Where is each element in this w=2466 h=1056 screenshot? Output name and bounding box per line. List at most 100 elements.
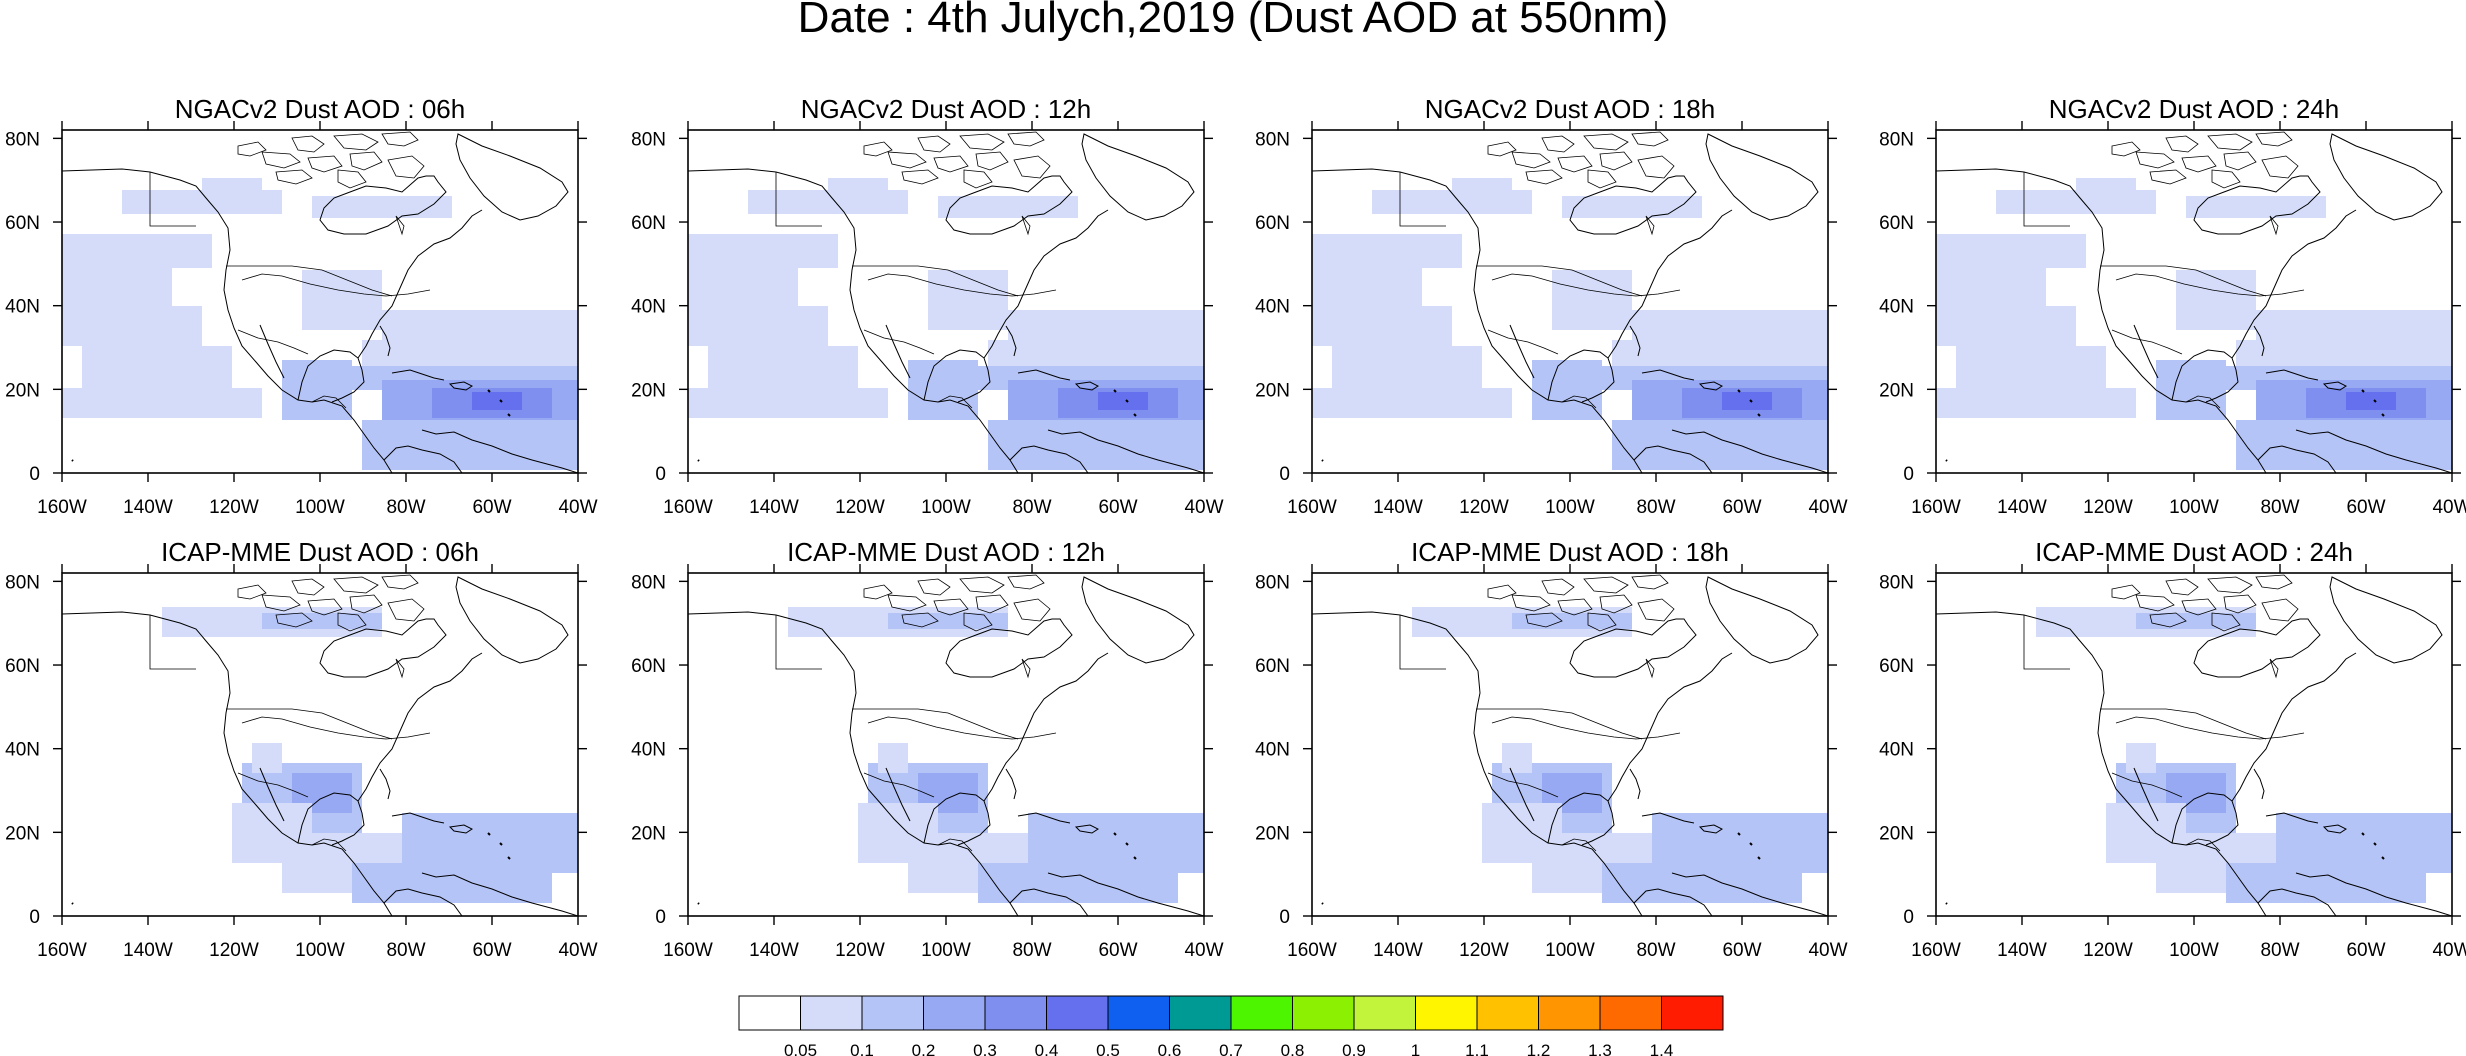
lat-tick-label: 40N [1255,740,1290,761]
lat-tick-label: 40N [1255,297,1290,318]
dust-aod-field [162,607,578,903]
lat-tick-label: 20N [1879,823,1914,844]
lon-tick-label: 80W [1012,497,1051,518]
lon-tick-label: 160W [663,940,713,961]
lon-tick-label: 100W [1545,497,1595,518]
lon-tick-label: 80W [1636,940,1675,961]
dust-aod-field [1936,178,2452,470]
colorbar-label: 0.4 [1035,1041,1059,1056]
lon-tick-label: 40W [1808,940,1847,961]
lon-tick-label: 40W [558,940,597,961]
colorbar-label: 1 [1411,1041,1420,1056]
lon-tick-label: 60W [472,940,511,961]
lon-tick-label: 40W [1808,497,1847,518]
map-area [688,131,1204,473]
lon-tick-label: 120W [835,940,885,961]
lat-tick-label: 0 [29,907,40,928]
map-area [688,574,1204,916]
lon-tick-label: 40W [2432,497,2466,518]
lon-tick-label: 160W [37,940,87,961]
lat-tick-label: 20N [631,823,666,844]
panel-title: ICAP-MME Dust AOD : 24h [2035,537,2353,567]
lat-tick-label: 80N [1879,129,1914,150]
lat-tick-label: 40N [631,297,666,318]
lat-tick-label: 40N [5,740,40,761]
lat-tick-label: 40N [1879,740,1914,761]
lon-tick-label: 80W [2260,940,2299,961]
lat-tick-label: 80N [5,572,40,593]
colorbar-box [1415,995,1478,1031]
lon-tick-label: 40W [1184,940,1223,961]
lon-tick-label: 140W [123,940,173,961]
map-area [1312,131,1828,473]
colorbar-label: 0.5 [1096,1041,1120,1056]
map-area [62,131,578,473]
map-area [62,574,578,916]
lat-tick-label: 20N [631,380,666,401]
map-panels: NGACv2 Dust AOD : 06h 0 20N 40N 60N 80N 160W 14… [5,94,2466,961]
lon-tick-label: 140W [1373,940,1423,961]
lat-tick-label: 80N [5,129,40,150]
lon-tick-label: 160W [663,497,713,518]
lon-tick-label: 120W [1459,940,1509,961]
lat-tick-label: 0 [655,907,666,928]
lon-tick-label: 60W [1722,940,1761,961]
dust-aod-field [2036,607,2452,903]
lon-tick-label: 40W [558,497,597,518]
colorbar-label: 1.2 [1527,1041,1551,1056]
panel-title: NGACv2 Dust AOD : 24h [2049,94,2339,124]
dust-aod-field [788,607,1204,903]
lon-tick-label: 160W [1911,940,1961,961]
colorbar-box [984,995,1047,1031]
lat-tick-label: 20N [1255,380,1290,401]
colorbar-box [1107,995,1170,1031]
lon-tick-label: 40W [2432,940,2466,961]
lon-tick-label: 120W [2083,497,2133,518]
colorbar-box [800,995,863,1031]
lat-tick-label: 20N [1879,380,1914,401]
lat-tick-label: 60N [5,656,40,677]
lon-tick-label: 120W [2083,940,2133,961]
colorbar-box [1538,995,1601,1031]
lat-tick-label: 60N [1255,213,1290,234]
colorbar-box [1476,995,1539,1031]
lat-tick-label: 60N [631,656,666,677]
lat-tick-label: 0 [29,464,40,485]
colorbar-box [1599,995,1662,1031]
lon-tick-label: 140W [1997,497,2047,518]
colorbar-box [1169,995,1232,1031]
lat-tick-label: 60N [631,213,666,234]
lon-tick-label: 140W [1997,940,2047,961]
lon-tick-label: 100W [2169,497,2219,518]
panel-title: ICAP-MME Dust AOD : 06h [161,537,479,567]
colorbar-box [738,995,801,1031]
map-area [1312,574,1828,916]
colorbar-label: 1.1 [1465,1041,1489,1056]
lon-tick-label: 60W [1098,497,1137,518]
lon-tick-label: 80W [1012,940,1051,961]
map-panel: ICAP-MME Dust AOD : 24h 0 20N 40N 60N 80N 160W… [1879,537,2466,961]
lon-tick-label: 80W [2260,497,2299,518]
lon-tick-label: 120W [209,940,259,961]
figure-title: Date : 4th Julych,2019 (Dust AOD at 550n… [798,0,1669,42]
lon-tick-label: 60W [1098,940,1137,961]
colorbar-label: 0.1 [850,1041,874,1056]
lon-tick-label: 140W [749,497,799,518]
colorbar-box [1230,995,1293,1031]
map-area [1936,131,2452,473]
lon-tick-label: 140W [749,940,799,961]
lon-tick-label: 120W [835,497,885,518]
map-panel: NGACv2 Dust AOD : 24h 0 20N 40N 60N 80N 160W 14… [1879,94,2466,518]
panel-title: NGACv2 Dust AOD : 12h [801,94,1091,124]
lon-tick-label: 100W [295,497,345,518]
colorbar-box [861,995,924,1031]
lon-tick-label: 60W [2346,497,2385,518]
map-panel: ICAP-MME Dust AOD : 06h 0 20N 40N 60N 80N 160W… [5,537,597,961]
colorbar-box [1292,995,1355,1031]
lon-tick-label: 100W [921,940,971,961]
lat-tick-label: 80N [1255,572,1290,593]
lon-tick-label: 60W [2346,940,2385,961]
map-panel: ICAP-MME Dust AOD : 12h 0 20N 40N 60N 80N 160W… [631,537,1223,961]
lon-tick-label: 40W [1184,497,1223,518]
lat-tick-label: 0 [1279,464,1290,485]
